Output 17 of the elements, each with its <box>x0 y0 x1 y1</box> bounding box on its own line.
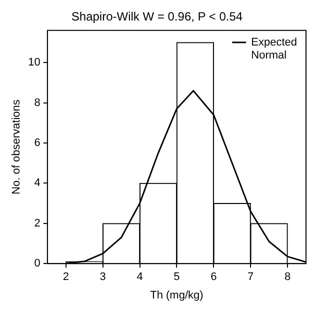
x-tick-label: 6 <box>210 271 217 284</box>
x-tick-label: 8 <box>284 271 291 284</box>
y-tick-label: 0 <box>34 258 40 270</box>
x-tick-label: 3 <box>100 271 106 284</box>
y-tick-label: 2 <box>34 217 40 230</box>
chart-title: Shapiro-Wilk W = 0.96, P < 0.54 <box>71 10 243 24</box>
y-tick-label: 6 <box>34 137 40 150</box>
legend-label: Expected Normal <box>251 36 298 62</box>
x-axis-title: Th (mg/kg) <box>150 289 204 302</box>
x-tick-label: 7 <box>248 271 254 284</box>
y-tick-label: 4 <box>34 177 40 190</box>
x-tick-label: 2 <box>62 271 69 284</box>
y-tick-label: 10 <box>28 56 40 69</box>
y-tick-label: 8 <box>34 96 40 109</box>
y-axis-title: No. of observations <box>10 99 23 194</box>
x-tick-label: 5 <box>174 271 180 284</box>
x-tick-label: 4 <box>136 271 143 284</box>
